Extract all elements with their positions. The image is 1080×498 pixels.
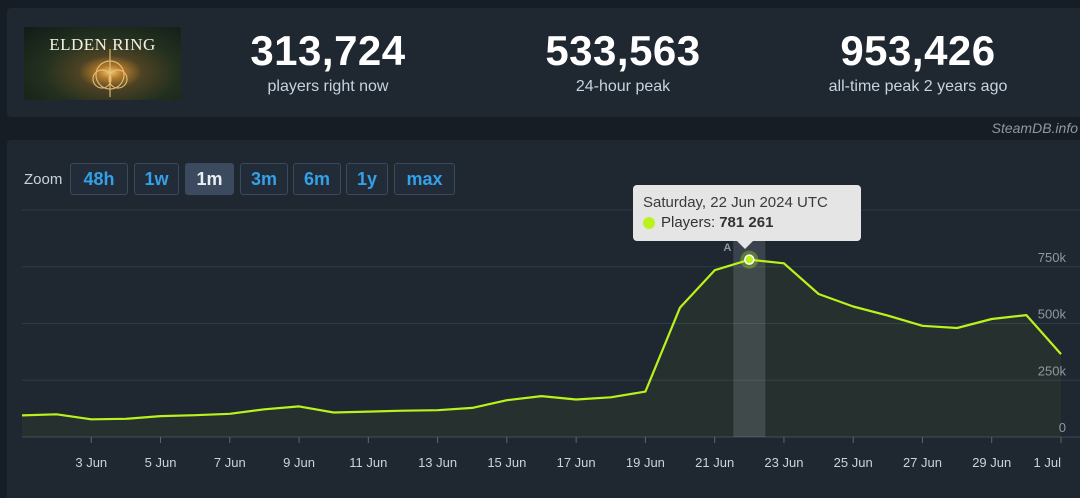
x-tick-label: 5 Jun: [145, 455, 177, 470]
stats-panel: ELDEN RING 313,724 players right now 533…: [7, 8, 1080, 117]
x-tick-label: 17 Jun: [557, 455, 596, 470]
zoom-3m-button[interactable]: 3m: [240, 163, 288, 195]
event-band: [733, 240, 766, 437]
y-tick-label: 0: [1059, 420, 1066, 435]
zoom-6m-button[interactable]: 6m: [293, 163, 341, 195]
x-tick-label: 1 Jul: [1034, 455, 1062, 470]
x-tick-label: 25 Jun: [834, 455, 873, 470]
x-tick-label: 3 Jun: [75, 455, 107, 470]
tooltip-row: Players: 781 261: [643, 214, 851, 231]
x-tick-label: 27 Jun: [903, 455, 942, 470]
game-logo[interactable]: ELDEN RING: [24, 27, 181, 100]
stat-players-now-value: 313,724: [250, 27, 406, 74]
stat-players-now-label: players right now: [267, 78, 389, 95]
x-tick-label: 23 Jun: [764, 455, 803, 470]
steamdb-credit[interactable]: SteamDB.info: [991, 120, 1078, 136]
zoom-1y-button[interactable]: 1y: [346, 163, 388, 195]
y-tick-label: 750k: [1038, 250, 1067, 265]
zoom-label: Zoom: [24, 171, 63, 188]
chart-tooltip: Saturday, 22 Jun 2024 UTC Players: 781 2…: [633, 185, 861, 249]
stat-all-time-peak: 953,426 all-time peak 2 years ago: [788, 28, 1048, 96]
event-marker-label[interactable]: A: [723, 242, 731, 254]
x-tick-label: 9 Jun: [283, 455, 315, 470]
tooltip-date: Saturday, 22 Jun 2024 UTC: [643, 194, 828, 211]
x-tick-label: 19 Jun: [626, 455, 665, 470]
y-tick-label: 250k: [1038, 363, 1067, 378]
highlight-point[interactable]: [744, 254, 755, 265]
tooltip-series-dot-icon: [643, 216, 655, 229]
x-tick-label: 11 Jun: [349, 455, 387, 470]
x-tick-label: 7 Jun: [214, 455, 246, 470]
x-tick-label: 29 Jun: [972, 455, 1011, 470]
stat-24h-peak: 533,563 24-hour peak: [493, 28, 753, 96]
stat-players-now: 313,724 players right now: [198, 28, 458, 96]
tooltip-value: 781 261: [719, 214, 774, 231]
tooltip-arrow-icon: [737, 241, 753, 249]
x-tick-label: 21 Jun: [695, 455, 734, 470]
zoom-1w-button[interactable]: 1w: [134, 163, 179, 195]
series-area: [22, 259, 1061, 437]
x-tick-label: 13 Jun: [418, 455, 457, 470]
zoom-1m-button[interactable]: 1m: [185, 163, 234, 195]
stat-24h-peak-label: 24-hour peak: [575, 78, 671, 95]
stat-all-time-peak-value: 953,426: [840, 27, 996, 74]
tooltip-series-label: Players:: [661, 214, 716, 231]
series-line-players[interactable]: [21, 258, 1062, 421]
game-logo-text: ELDEN RING: [49, 35, 156, 54]
y-tick-label: 500k: [1038, 307, 1067, 322]
stat-all-time-peak-label: all-time peak 2 years ago: [828, 78, 1008, 95]
stat-24h-peak-value: 533,563: [545, 27, 701, 74]
zoom-48h-button[interactable]: 48h: [70, 163, 128, 195]
x-tick-label: 15 Jun: [487, 455, 526, 470]
elden-ring-emblem-icon: [92, 49, 128, 97]
zoom-max-button[interactable]: max: [394, 163, 455, 195]
